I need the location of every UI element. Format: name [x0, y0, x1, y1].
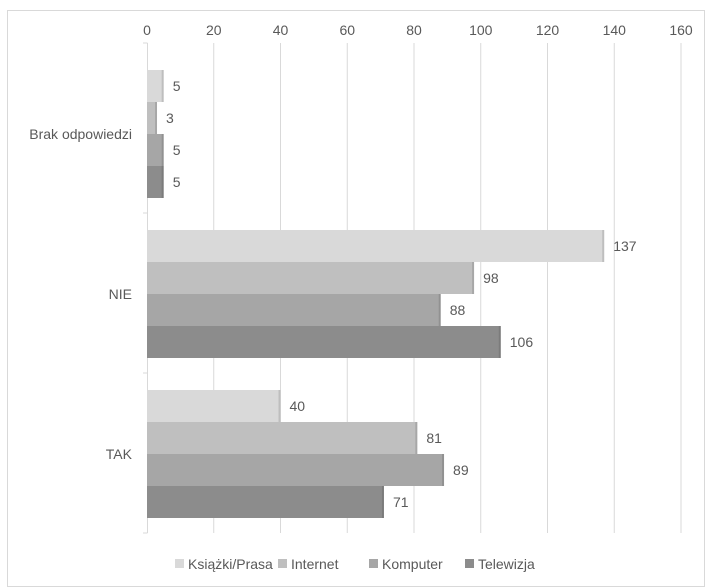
legend: Książki/Prasa Internet Komputer Telewizja	[175, 556, 535, 572]
data-label-Internet-NIE: 98	[483, 270, 499, 286]
legend-label-0: Książki/Prasa	[188, 556, 273, 572]
bar-Telewizja-Brak odpowiedzi	[147, 166, 164, 198]
bar-Książki/Prasa-TAK	[147, 390, 281, 422]
data-label-Telewizja-Brak odpowiedzi: 5	[173, 174, 181, 190]
legend-label-2: Komputer	[382, 556, 443, 572]
legend-item-0: Książki/Prasa	[175, 556, 273, 572]
x-tick-label-160: 160	[669, 22, 693, 38]
x-tick-label-100: 100	[469, 22, 493, 38]
bar-Komputer-NIE	[147, 294, 441, 326]
x-tick-label-40: 40	[273, 22, 289, 38]
bar-Książki/Prasa-NIE	[147, 230, 605, 262]
bar-shadow-Telewizja-Brak odpowiedzi	[161, 166, 164, 198]
bar-shadow-Książki/Prasa-TAK	[278, 390, 281, 422]
category-label-2: TAK	[106, 446, 133, 462]
legend-swatch-2	[369, 559, 378, 568]
bar-shadow-Internet-Brak odpowiedzi	[155, 102, 158, 134]
data-label-Internet-Brak odpowiedzi: 3	[166, 110, 174, 126]
bar-Internet-TAK	[147, 422, 418, 454]
data-label-Internet-TAK: 81	[426, 430, 442, 446]
bar-shadow-Internet-NIE	[472, 262, 475, 294]
legend-item-3: Telewizja	[465, 556, 535, 572]
data-label-Telewizja-TAK: 71	[393, 494, 409, 510]
x-tick-label-120: 120	[536, 22, 560, 38]
bar-shadow-Komputer-NIE	[438, 294, 441, 326]
bar-shadow-Komputer-TAK	[442, 454, 445, 486]
legend-label-1: Internet	[291, 556, 339, 572]
category-label-0: Brak odpowiedzi	[29, 126, 132, 142]
legend-item-1: Internet	[278, 556, 339, 572]
data-label-Komputer-NIE: 88	[450, 302, 466, 318]
data-label-Komputer-TAK: 89	[453, 462, 469, 478]
bar-Książki/Prasa-Brak odpowiedzi	[147, 70, 164, 102]
x-tick-label-0: 0	[143, 22, 151, 38]
data-label-Książki/Prasa-Brak odpowiedzi: 5	[173, 78, 181, 94]
bar-Komputer-TAK	[147, 454, 445, 486]
bar-shadow-Telewizja-TAK	[381, 486, 384, 518]
data-label-Komputer-Brak odpowiedzi: 5	[173, 142, 181, 158]
data-label-Telewizja-NIE: 106	[510, 334, 534, 350]
bar-shadow-Internet-TAK	[415, 422, 418, 454]
data-label-Książki/Prasa-TAK: 40	[290, 398, 306, 414]
bar-shadow-Telewizja-NIE	[498, 326, 501, 358]
x-tick-label-20: 20	[206, 22, 222, 38]
bar-Telewizja-NIE	[147, 326, 501, 358]
bar-Internet-Brak odpowiedzi	[147, 102, 158, 134]
bar-shadow-Książki/Prasa-Brak odpowiedzi	[161, 70, 164, 102]
data-labels: 5 3 5 5 137 98 88 106 40 81 89 71	[166, 78, 637, 510]
x-tick-label-140: 140	[603, 22, 627, 38]
legend-swatch-1	[278, 559, 287, 568]
x-tick-label-80: 80	[406, 22, 422, 38]
legend-label-3: Telewizja	[478, 556, 535, 572]
bar-shadow-Książki/Prasa-NIE	[602, 230, 605, 262]
data-label-Książki/Prasa-NIE: 137	[613, 238, 637, 254]
bar-Telewizja-TAK	[147, 486, 384, 518]
legend-swatch-3	[465, 559, 474, 568]
x-tick-label-60: 60	[339, 22, 355, 38]
legend-swatch-0	[175, 559, 184, 568]
bar-Internet-NIE	[147, 262, 475, 294]
bars	[147, 70, 605, 518]
bar-Komputer-Brak odpowiedzi	[147, 134, 164, 166]
category-label-1: NIE	[109, 286, 132, 302]
legend-item-2: Komputer	[369, 556, 443, 572]
bar-shadow-Komputer-Brak odpowiedzi	[161, 134, 164, 166]
